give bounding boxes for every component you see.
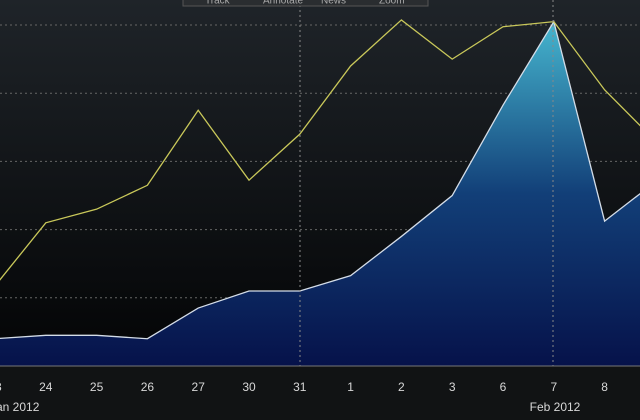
series-line bbox=[0, 19, 640, 281]
x-tick-label: 26 bbox=[141, 380, 155, 394]
x-tick-label: 8 bbox=[601, 380, 608, 394]
x-tick-label: 25 bbox=[90, 380, 104, 394]
toolbar bbox=[182, 0, 429, 7]
area bbox=[0, 21, 640, 366]
series-line bbox=[0, 19, 640, 340]
toolbar-button[interactable]: Zoom bbox=[379, 0, 405, 7]
x-tick-label: 23 bbox=[0, 380, 2, 394]
toolbar-button[interactable]: Annotate bbox=[263, 0, 303, 7]
x-tick-label: 6 bbox=[500, 380, 507, 394]
x-tick-label: 7 bbox=[550, 380, 557, 394]
month-label: Feb 2012 bbox=[530, 400, 581, 414]
axis-background bbox=[0, 366, 640, 420]
toolbar-button[interactable]: News bbox=[321, 0, 346, 7]
x-tick-label: 24 bbox=[39, 380, 53, 394]
toolbar-button[interactable]: Track bbox=[205, 0, 231, 7]
x-tick-label: 30 bbox=[242, 380, 256, 394]
x-tick-label: 2 bbox=[398, 380, 405, 394]
x-tick-label: 3 bbox=[449, 380, 456, 394]
month-label: Jan 2012 bbox=[0, 400, 40, 414]
x-tick-label: 31 bbox=[293, 380, 307, 394]
x-tick-label: 27 bbox=[192, 380, 206, 394]
x-tick-label: 1 bbox=[347, 380, 354, 394]
